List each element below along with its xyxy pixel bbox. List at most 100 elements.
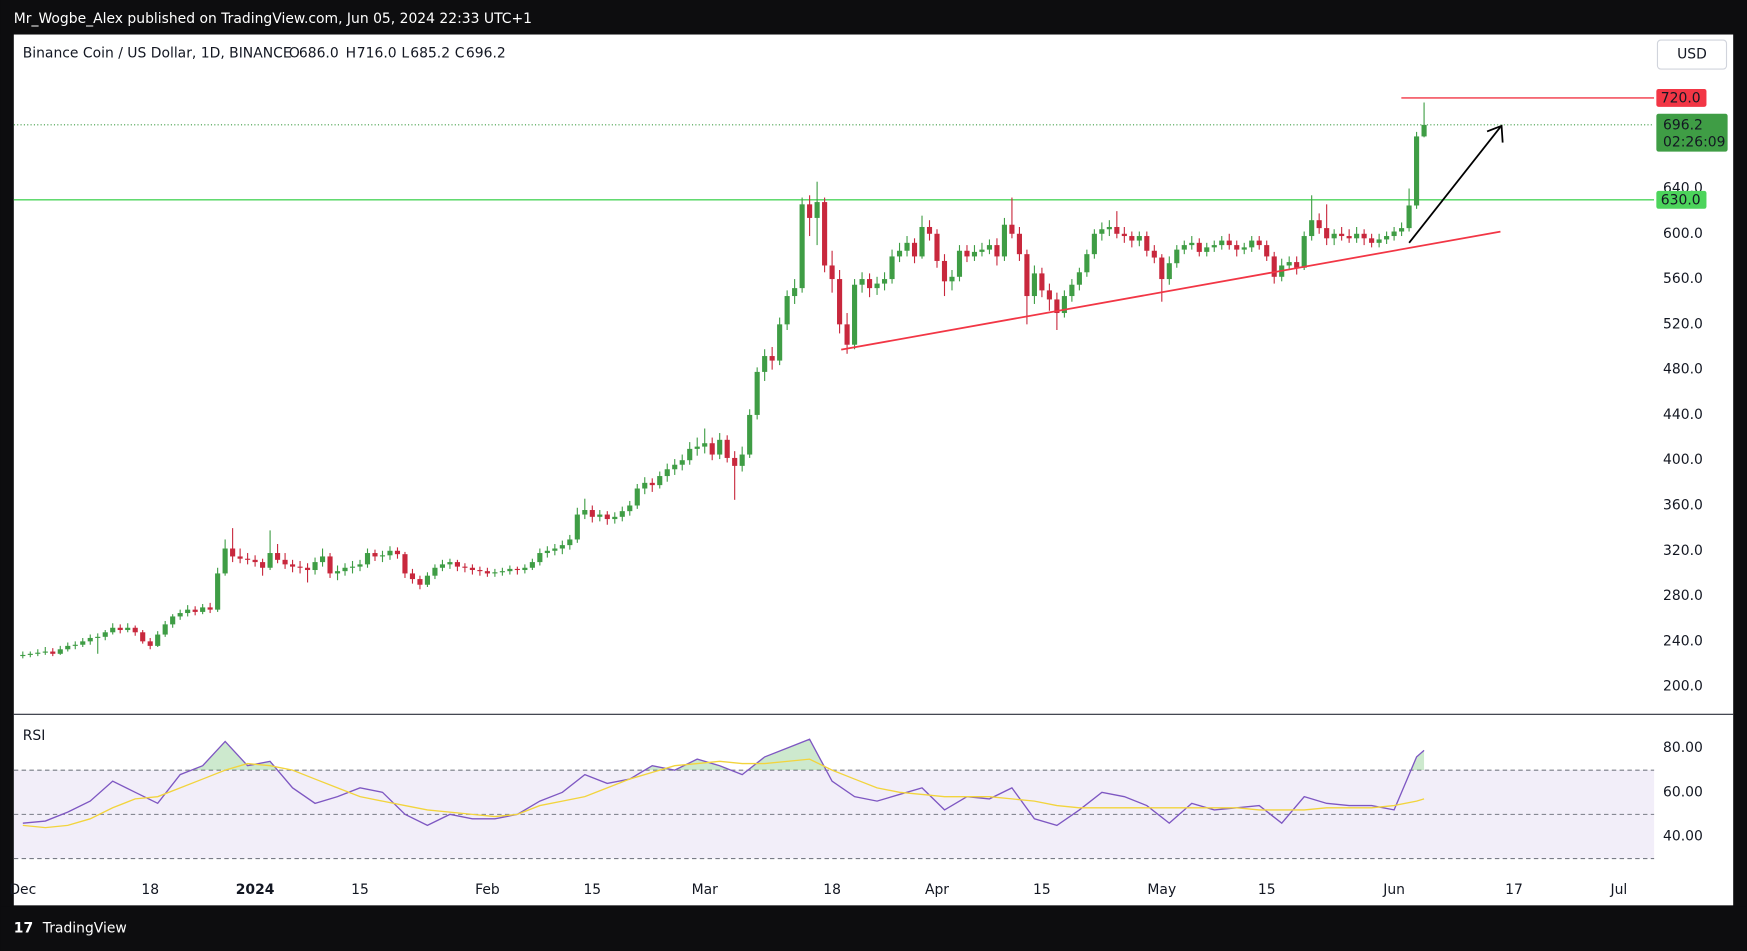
candle-body — [1331, 233, 1337, 239]
candle-body — [1219, 240, 1225, 246]
rsi-title: RSI — [23, 728, 46, 744]
candle-body — [469, 567, 475, 571]
y-tick-label: 200.0 — [1663, 679, 1703, 695]
candle-body — [859, 279, 865, 285]
candle-body — [792, 288, 798, 297]
candle-body — [709, 443, 715, 455]
candle-body — [1166, 263, 1172, 280]
candle-body — [769, 356, 775, 361]
candle-body — [657, 476, 663, 486]
candle-body — [1354, 233, 1360, 239]
candle-body — [245, 558, 251, 560]
candle-body — [492, 572, 498, 574]
candle-body — [87, 637, 93, 642]
candle-body — [50, 651, 56, 654]
candle-body — [1084, 254, 1090, 273]
candle-body — [1016, 233, 1022, 255]
candle-body — [1106, 226, 1112, 230]
level-label-box — [1656, 190, 1707, 209]
candle-body — [1189, 242, 1195, 246]
x-tick-label: Jun — [1382, 882, 1405, 898]
y-tick-label: 320.0 — [1663, 543, 1703, 559]
candle-body — [537, 553, 543, 563]
candle-body — [484, 571, 490, 574]
x-tick-label: May — [1147, 882, 1176, 898]
candle-body — [747, 414, 753, 455]
candle-body — [1249, 240, 1255, 248]
candle-body — [567, 539, 573, 546]
y-tick-label: 240.0 — [1663, 633, 1703, 649]
candle-body — [20, 654, 26, 657]
candle-body — [874, 283, 880, 289]
candle-body — [1286, 262, 1292, 266]
candle-body — [327, 556, 333, 574]
candle-body — [402, 554, 408, 574]
x-tick-label: 2024 — [236, 882, 275, 898]
level-label: 720.0 — [1661, 90, 1701, 106]
candle-body — [349, 566, 356, 568]
brand-name: TradingView — [42, 921, 127, 937]
y-tick-label: 40.00 — [1663, 828, 1703, 844]
candle-body — [702, 443, 708, 447]
candle-body — [1324, 228, 1330, 239]
candle-body — [267, 553, 273, 568]
candle-body — [1031, 273, 1037, 297]
y-tick-label: 60.00 — [1663, 784, 1703, 800]
arrow-head — [1486, 124, 1504, 143]
ohlc-key: L — [401, 45, 409, 61]
candle-body — [252, 559, 258, 563]
candle-body — [627, 505, 633, 512]
candle-body — [1316, 220, 1322, 229]
candle-body — [177, 613, 183, 617]
candle-body — [80, 641, 86, 645]
ohlc-key: C — [455, 45, 465, 61]
currency-label[interactable]: USD — [1677, 47, 1707, 63]
candle-body — [132, 627, 138, 633]
candle-body — [807, 204, 813, 218]
candle-body — [994, 245, 1000, 257]
candle-body — [934, 233, 940, 261]
x-tick-label: Jul — [1610, 882, 1628, 898]
candle-body — [1234, 245, 1240, 250]
ohlc-value: 685.2 — [410, 45, 450, 61]
candle-body — [364, 553, 371, 565]
candle-body — [170, 616, 176, 625]
candle-body — [499, 571, 505, 573]
candle-body — [949, 276, 955, 282]
candle-body — [1129, 236, 1135, 241]
candle-body — [1069, 284, 1075, 297]
rsi-line — [22, 758, 1425, 829]
chart-panel — [13, 34, 1734, 906]
candle-body — [1174, 249, 1180, 264]
candle-body — [1339, 233, 1345, 237]
x-tick-label: Apr — [925, 882, 949, 898]
candle-body — [694, 446, 700, 449]
currency-button[interactable]: USD — [1656, 39, 1728, 70]
candle-body — [986, 245, 993, 250]
candle-body — [514, 568, 520, 571]
candle-body — [409, 573, 416, 580]
candle-body — [200, 607, 206, 612]
y-tick-label: 280.0 — [1663, 588, 1703, 604]
candle-body — [185, 609, 191, 614]
candle-body — [312, 562, 318, 571]
y-tick-label: 400.0 — [1663, 452, 1703, 468]
currency-button-box[interactable] — [1656, 39, 1728, 70]
candle-body — [275, 553, 281, 560]
candle-body — [1136, 236, 1142, 241]
candle-body — [522, 567, 528, 571]
candle-body — [27, 653, 33, 655]
candle-body — [1294, 262, 1300, 268]
y-tick-label: 360.0 — [1663, 497, 1703, 513]
candle-body — [597, 514, 603, 517]
candle-body — [462, 566, 468, 568]
candle-body — [956, 250, 963, 277]
candle-body — [1301, 236, 1307, 268]
candle-body — [844, 324, 850, 345]
candle-body — [65, 645, 71, 650]
candle-body — [904, 242, 910, 251]
footer-bar — [0, 906, 1747, 951]
x-tick-label: Dec — [9, 882, 36, 898]
